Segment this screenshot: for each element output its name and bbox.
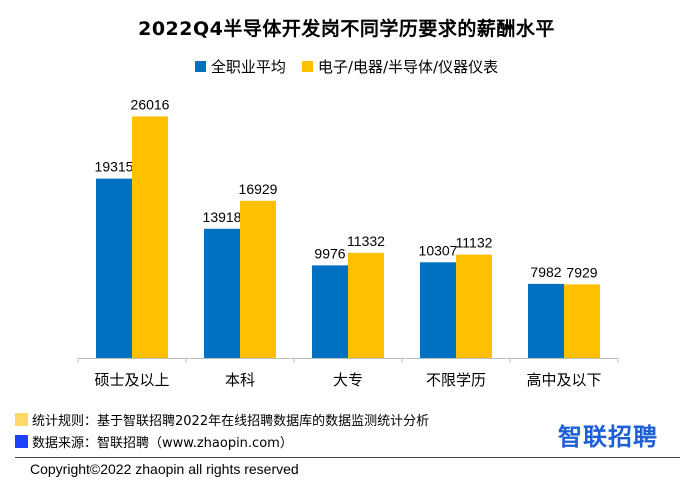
bar-series-2-2 xyxy=(240,200,276,358)
data-label-series-1-1: 19315 xyxy=(95,159,134,175)
stat-rule-note: 统计规则：基于智联招聘2022年在线招聘数据库的数据监测统计分析 xyxy=(15,410,429,429)
bar-series-2-5 xyxy=(564,284,600,358)
legend-label-series-1: 全职业平均 xyxy=(210,58,286,76)
legend-item-series-1: 全职业平均 xyxy=(194,56,286,77)
data-source-note: 数据来源：智联招聘（www.zhaopin.com） xyxy=(15,432,293,451)
data-source-marker xyxy=(15,435,28,448)
data-label-series-2-5: 7929 xyxy=(566,264,597,280)
data-label-series-1-3: 9976 xyxy=(314,245,345,261)
x-tick-label-5: 高中及以下 xyxy=(526,371,601,389)
data-source-text: 数据来源：智联招聘（www.zhaopin.com） xyxy=(32,436,293,451)
data-label-series-2-4: 11132 xyxy=(456,235,493,251)
stat-rule-marker xyxy=(15,413,28,426)
bar-series-1-4 xyxy=(420,262,456,358)
data-label-series-1-2: 13918 xyxy=(203,209,242,225)
copyright-text: Copyright©2022 zhaopin all rights reserv… xyxy=(30,461,299,477)
bar-series-1-5 xyxy=(528,283,564,358)
data-label-series-2-3: 11332 xyxy=(347,233,385,249)
bar-series-2-4 xyxy=(456,254,492,358)
chart-title: 2022Q4半导体开发岗不同学历要求的薪酬水平 xyxy=(138,18,555,40)
legend-swatch-series-2 xyxy=(301,61,313,72)
bar-series-1-3 xyxy=(312,265,348,358)
chart-legend: 全职业平均 电子/电器/半导体/仪器仪表 xyxy=(0,56,693,77)
bar-series-1-1 xyxy=(96,178,132,358)
bar-series-1-2 xyxy=(204,228,240,358)
bar-series-2-3 xyxy=(348,252,384,358)
x-tick-label-3: 大专 xyxy=(333,371,363,389)
legend-item-series-2: 电子/电器/半导体/仪器仪表 xyxy=(301,56,499,77)
data-label-series-2-1: 26016 xyxy=(131,96,170,112)
x-tick-label-4: 不限学历 xyxy=(426,371,486,389)
footer-divider xyxy=(15,457,680,458)
data-label-series-2-2: 16929 xyxy=(239,181,278,197)
x-tick-label-2: 本科 xyxy=(225,371,255,389)
data-label-series-1-4: 10307 xyxy=(419,242,458,258)
x-tick-label-1: 硕士及以上 xyxy=(94,371,169,389)
bar-series-2-1 xyxy=(132,116,168,359)
legend-swatch-series-1 xyxy=(194,61,206,72)
stat-rule-text: 统计规则：基于智联招聘2022年在线招聘数据库的数据监测统计分析 xyxy=(32,414,430,429)
zhaopin-logo: 智联招聘 xyxy=(558,423,658,451)
data-label-series-1-5: 7982 xyxy=(530,264,561,280)
legend-label-series-2: 电子/电器/半导体/仪器仪表 xyxy=(317,58,499,76)
